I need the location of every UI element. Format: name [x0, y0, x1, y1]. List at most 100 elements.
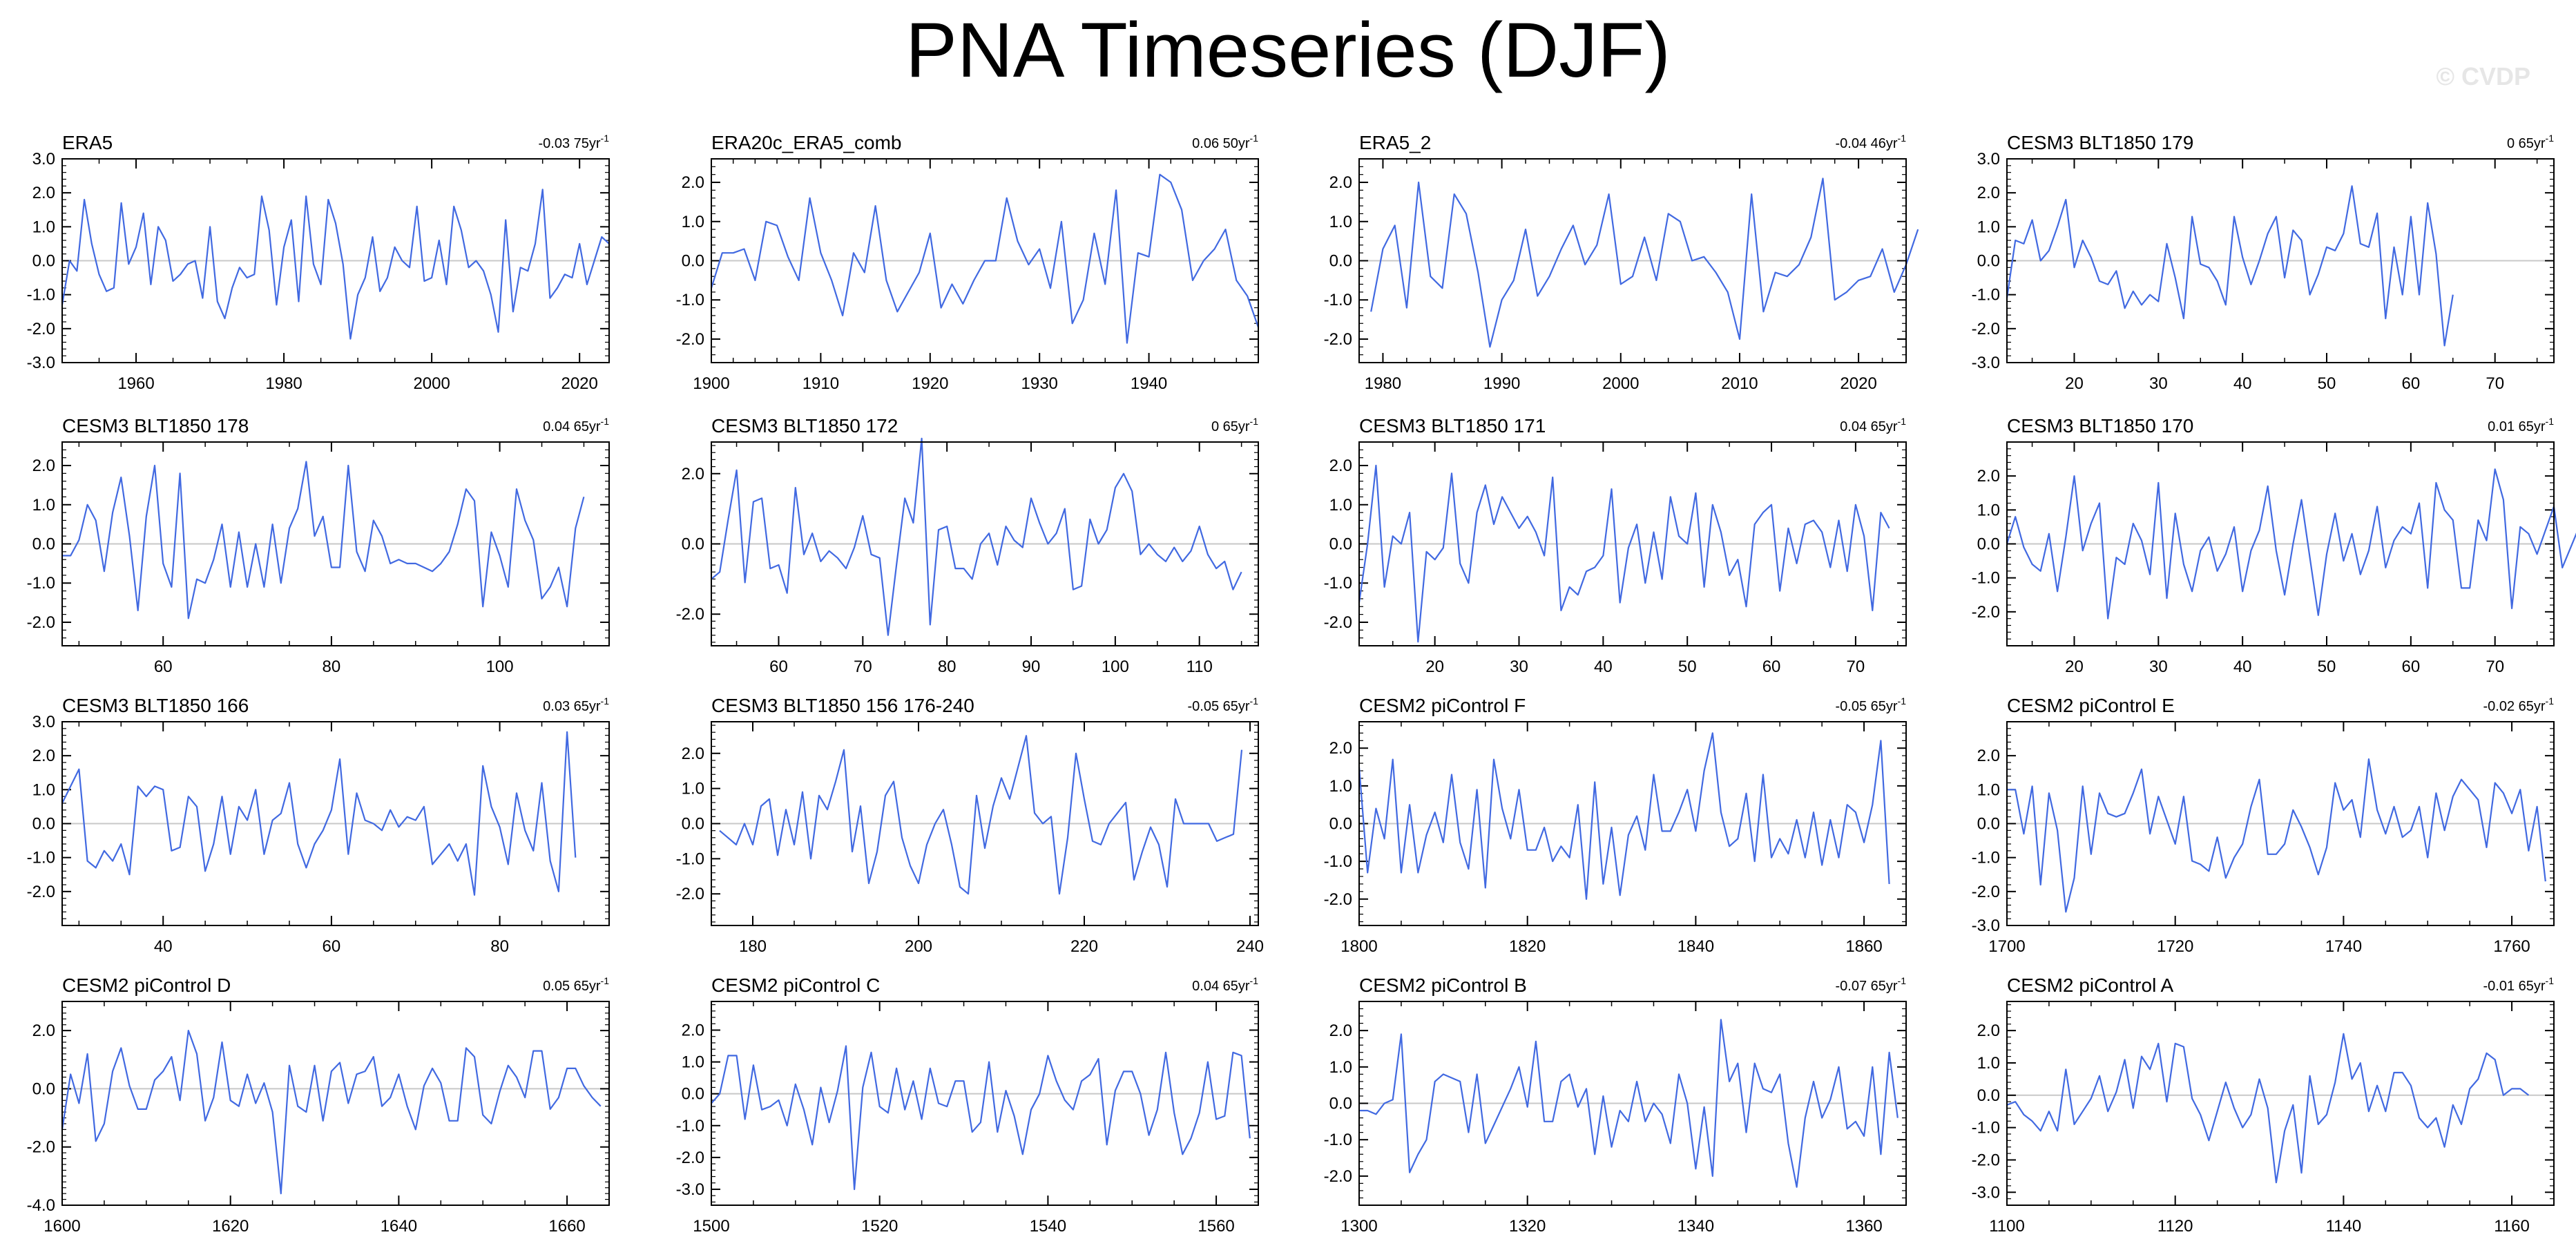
cvdp-credit: © CVDP: [2436, 62, 2530, 90]
series-line: [2006, 468, 2576, 620]
y-tick-label: -3.0: [1972, 354, 2000, 372]
page-title: PNA Timeseries (DJF): [905, 7, 1671, 93]
x-tick-label: 60: [2402, 374, 2421, 393]
plot-frame: [711, 1001, 1259, 1206]
x-tick-label: 70: [1847, 658, 1865, 676]
series-line: [62, 461, 585, 620]
y-tick-label: 2.0: [1329, 739, 1352, 758]
y-tick-label: 3.0: [1977, 150, 2000, 169]
trend-label: 0.06 50yr-1: [1192, 133, 1258, 151]
panel-title: CESM3 BLT1850 166: [62, 695, 249, 716]
x-tick-label: 2020: [561, 374, 597, 393]
panel-15: 1300 1320 1340 1360 -2.0 -1.0 0.0 1.0 2.0 CESM2 p…: [1324, 975, 1907, 1236]
y-tick-label: -2.0: [1324, 613, 1352, 632]
y-tick-label: 1.0: [32, 218, 55, 236]
x-tick-label: 60: [2402, 658, 2421, 676]
panel-title: ERA5: [62, 132, 113, 153]
x-tick-label: 1120: [2157, 1217, 2193, 1236]
panel-title: CESM3 BLT1850 179: [2007, 132, 2193, 153]
x-tick-label: 40: [2233, 374, 2252, 393]
x-tick-label: 1300: [1340, 1217, 1377, 1236]
x-tick-label: 200: [905, 937, 932, 956]
x-tick-label: 180: [739, 937, 767, 956]
plot-frame: [711, 158, 1259, 363]
y-tick-label: 0.0: [1977, 535, 2000, 554]
y-tick-label: 0.0: [32, 252, 55, 271]
x-tick-label: 1820: [1509, 937, 1546, 956]
x-tick-label: 60: [769, 658, 788, 676]
y-tick-label: 2.0: [682, 1021, 704, 1039]
y-tick-label: 0.0: [1977, 815, 2000, 834]
panel-10: 180 200 220 240 -2.0 -1.0 0.0 1.0 2.0 CESM3 BLT18…: [676, 695, 1264, 956]
x-tick-label: 1940: [1131, 374, 1167, 393]
y-tick-label: 1.0: [32, 780, 55, 799]
y-tick-label: -1.0: [27, 286, 55, 305]
y-tick-label: 2.0: [682, 173, 704, 192]
x-tick-label: 1140: [2326, 1217, 2362, 1236]
trend-label: -0.02 65yr-1: [2483, 695, 2554, 714]
x-tick-label: 50: [2318, 374, 2336, 393]
x-tick-label: 1620: [212, 1217, 249, 1236]
y-tick-label: -2.0: [676, 885, 704, 903]
y-tick-label: 0.0: [682, 815, 704, 834]
panel-6: 60 70 80 90 100 110 -2.0 0.0 2.0 CESM3 BLT1850 17…: [676, 415, 1259, 676]
panel-title: CESM3 BLT1850 172: [711, 415, 898, 436]
y-tick-label: -2.0: [27, 883, 55, 901]
x-tick-label: 1660: [548, 1217, 585, 1236]
series-line: [61, 189, 610, 340]
panel-title: CESM3 BLT1850 156 176-240: [711, 695, 974, 716]
x-tick-label: 1920: [912, 374, 948, 393]
x-tick-label: 60: [323, 937, 341, 956]
x-tick-label: 40: [1594, 658, 1613, 676]
x-tick-label: 70: [2486, 658, 2504, 676]
y-tick-label: -3.0: [676, 1180, 704, 1199]
y-tick-label: 1.0: [1329, 777, 1352, 796]
x-tick-label: 1100: [1989, 1217, 2025, 1236]
x-tick-label: 40: [154, 937, 173, 956]
y-tick-label: 3.0: [32, 150, 55, 169]
y-tick-label: -2.0: [27, 1138, 55, 1157]
x-tick-label: 50: [1678, 658, 1697, 676]
plot-frame: [1358, 1001, 1907, 1206]
x-tick-label: 1800: [1340, 937, 1377, 956]
panel-title: ERA5_2: [1359, 132, 1431, 153]
plot-frame: [2006, 721, 2555, 926]
panel-12: 1700 1720 1740 1760 -3.0 -2.0 -1.0 0.0 1.0 2.0 CES…: [1972, 695, 2555, 956]
y-tick-label: -2.0: [1972, 883, 2000, 901]
y-tick-label: 1.0: [1329, 496, 1352, 515]
y-tick-label: -1.0: [1972, 849, 2000, 867]
y-tick-label: 2.0: [682, 745, 704, 763]
series-line: [719, 735, 1243, 895]
y-tick-label: 0.0: [32, 815, 55, 834]
y-tick-label: -1.0: [1324, 574, 1352, 593]
x-tick-label: 70: [2486, 374, 2504, 393]
x-tick-label: 2000: [1602, 374, 1639, 393]
y-tick-label: 2.0: [1977, 1021, 2000, 1040]
y-tick-label: -1.0: [27, 849, 55, 867]
panel-title: CESM3 BLT1850 170: [2007, 415, 2193, 436]
y-tick-label: -1.0: [1972, 286, 2000, 305]
y-tick-label: -1.0: [27, 574, 55, 593]
y-tick-label: 2.0: [1329, 173, 1352, 192]
y-tick-label: -2.0: [27, 613, 55, 632]
trend-label: 0.04 65yr-1: [1840, 416, 1906, 434]
x-tick-label: 80: [323, 658, 341, 676]
x-tick-label: 1930: [1021, 374, 1058, 393]
y-tick-label: -2.0: [27, 320, 55, 338]
plot-frame: [2006, 441, 2555, 646]
y-tick-label: -1.0: [676, 291, 704, 309]
series-line: [1358, 464, 1890, 643]
x-tick-label: 1760: [2493, 937, 2530, 956]
x-tick-label: 1160: [2494, 1217, 2530, 1236]
x-tick-label: 1900: [693, 374, 729, 393]
x-tick-label: 20: [2065, 658, 2084, 676]
x-tick-label: 100: [1102, 658, 1129, 676]
trend-label: -0.05 65yr-1: [1835, 695, 1906, 714]
x-tick-label: 100: [486, 658, 514, 676]
x-tick-label: 30: [2149, 374, 2168, 393]
x-tick-label: 2010: [1721, 374, 1758, 393]
y-tick-label: 0.0: [1329, 252, 1352, 271]
panel-8: 20 30 40 50 60 70 -2.0 -1.0 0.0 1.0 2.0 CESM3 BLT18…: [1972, 415, 2576, 676]
x-tick-label: 2020: [1840, 374, 1876, 393]
